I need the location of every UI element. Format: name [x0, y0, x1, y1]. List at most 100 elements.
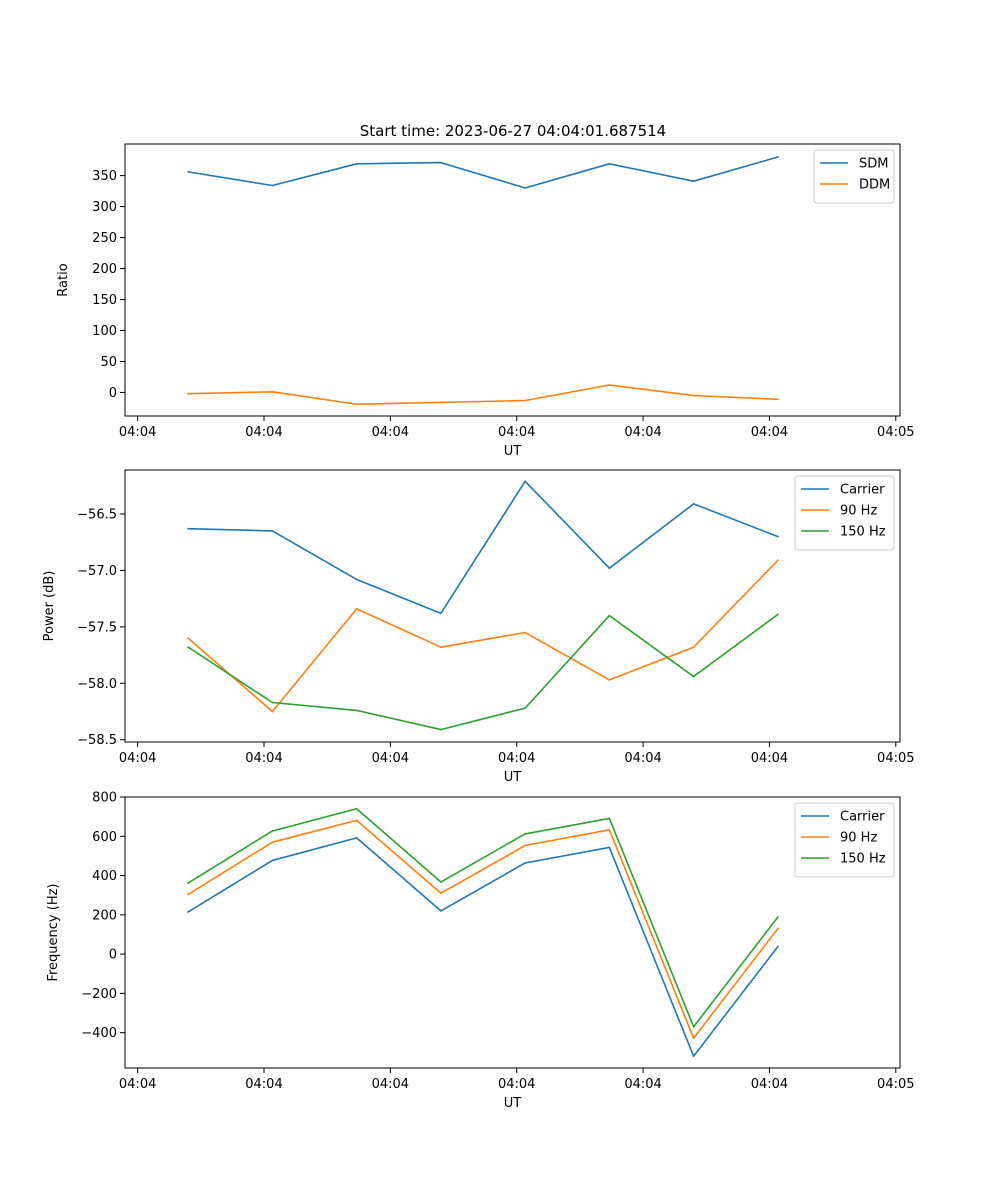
- x-tick-label: 04:04: [372, 751, 409, 766]
- x-tick-label: 04:05: [877, 425, 914, 440]
- y-tick-label: 800: [92, 791, 117, 806]
- data-point: [524, 480, 526, 483]
- legend-label: 90 Hz: [840, 831, 877, 846]
- data-point: [271, 391, 274, 393]
- data-point: [440, 401, 442, 404]
- y-axis-label: Ratio: [56, 263, 71, 296]
- y-tick-label: −57.0: [77, 564, 117, 579]
- data-point: [187, 171, 189, 173]
- data-point: [355, 807, 358, 810]
- x-axis-label: UT: [504, 1096, 522, 1111]
- y-tick-label: −58.5: [77, 733, 117, 748]
- x-tick-label: 04:04: [624, 1077, 661, 1092]
- data-point: [440, 892, 442, 895]
- data-point: [524, 833, 526, 835]
- data-point: [608, 846, 611, 849]
- plot-frame: [124, 469, 901, 743]
- x-tick-label: 04:05: [877, 751, 914, 766]
- data-point: [271, 841, 274, 843]
- data-point: [777, 398, 779, 401]
- series-line-sdm: [187, 156, 779, 189]
- data-point: [355, 837, 358, 839]
- x-tick-label: 04:04: [119, 751, 156, 766]
- axes-1: 04:04 04:04 04:04 04:04 04:04 04:04 04:05 0 50 10…: [56, 143, 915, 459]
- data-point: [355, 819, 358, 822]
- data-point: [777, 927, 779, 930]
- data-point: [440, 728, 442, 731]
- data-point: [608, 567, 611, 569]
- x-tick-label: 04:04: [751, 1077, 788, 1092]
- data-point: [608, 828, 611, 831]
- y-tick-label: 0: [109, 948, 117, 963]
- data-point: [187, 392, 189, 395]
- data-point: [524, 187, 526, 189]
- data-point: [187, 911, 189, 913]
- x-tick-label: 04:04: [372, 425, 409, 440]
- y-tick-label: −58.0: [77, 677, 117, 692]
- data-point: [271, 710, 274, 713]
- series-line-150-hz: [187, 807, 779, 1028]
- plot-frame: [124, 796, 901, 1069]
- data-point: [355, 163, 358, 165]
- legend-label: SDM: [859, 157, 888, 172]
- axes-3: 04:04 04:04 04:04 04:04 04:04 04:04 04:05 −400 −…: [46, 791, 915, 1112]
- legend-label: Carrier: [840, 483, 885, 498]
- axes-2: 04:04 04:04 04:04 04:04 04:04 04:04 04:05 −58.5…: [42, 469, 915, 785]
- legend-label: 150 Hz: [840, 525, 886, 540]
- x-tick-label: 04:04: [245, 1077, 282, 1092]
- data-point: [777, 535, 779, 538]
- data-point: [608, 679, 611, 681]
- data-point: [187, 893, 189, 896]
- y-axis-label: Frequency (Hz): [46, 883, 61, 981]
- data-point: [777, 156, 779, 158]
- data-point: [355, 608, 358, 610]
- data-point: [440, 881, 442, 883]
- y-tick-label: 350: [92, 169, 117, 184]
- figure-title: Start time: 2023-06-27 04:04:01.687514: [360, 122, 666, 140]
- series-line-carrier: [187, 837, 779, 1058]
- legend: Carrier 90 Hz 150 Hz: [794, 475, 895, 551]
- series-line-ddm: [187, 384, 779, 406]
- x-tick-label: 04:04: [119, 1077, 156, 1092]
- x-tick-label: 04:04: [119, 425, 156, 440]
- data-point: [777, 945, 779, 948]
- data-point: [608, 384, 611, 386]
- y-tick-label: 0: [109, 386, 117, 401]
- x-tick-label: 04:04: [498, 1077, 535, 1092]
- data-point: [524, 707, 526, 709]
- x-tick-label: 04:04: [624, 751, 661, 766]
- y-tick-label: 100: [92, 324, 117, 339]
- data-point: [271, 530, 274, 532]
- x-tick-label: 04:04: [372, 1077, 409, 1092]
- y-tick-label: 600: [92, 830, 117, 845]
- x-tick-label: 04:04: [751, 751, 788, 766]
- data-point: [524, 862, 526, 864]
- x-axis-label: UT: [504, 444, 522, 459]
- x-tick-label: 04:04: [245, 751, 282, 766]
- y-tick-label: 300: [92, 200, 117, 215]
- data-point: [608, 614, 611, 617]
- legend-label: 150 Hz: [840, 852, 886, 867]
- axes-container: 04:04 04:04 04:04 04:04 04:04 04:04 04:05 0 50 10…: [42, 143, 915, 1112]
- x-tick-label: 04:05: [877, 1077, 914, 1092]
- legend-label: Carrier: [840, 810, 885, 825]
- data-point: [777, 916, 779, 918]
- data-point: [692, 180, 695, 182]
- data-point: [440, 612, 442, 615]
- legend-label: 90 Hz: [840, 504, 877, 519]
- y-tick-label: 50: [100, 355, 117, 370]
- y-tick-label: 400: [92, 869, 117, 884]
- plot-frame: [124, 143, 901, 417]
- data-point: [355, 578, 358, 581]
- data-point: [692, 1025, 695, 1028]
- data-point: [271, 859, 274, 862]
- data-point: [355, 403, 358, 406]
- series-line-90-hz: [187, 559, 779, 713]
- legend: Carrier 90 Hz 150 Hz: [794, 802, 895, 878]
- data-point: [271, 701, 274, 704]
- x-tick-label: 04:04: [498, 751, 535, 766]
- data-point: [692, 675, 695, 678]
- data-point: [524, 631, 526, 634]
- series-line-150-hz: [187, 613, 779, 731]
- data-point: [355, 709, 358, 712]
